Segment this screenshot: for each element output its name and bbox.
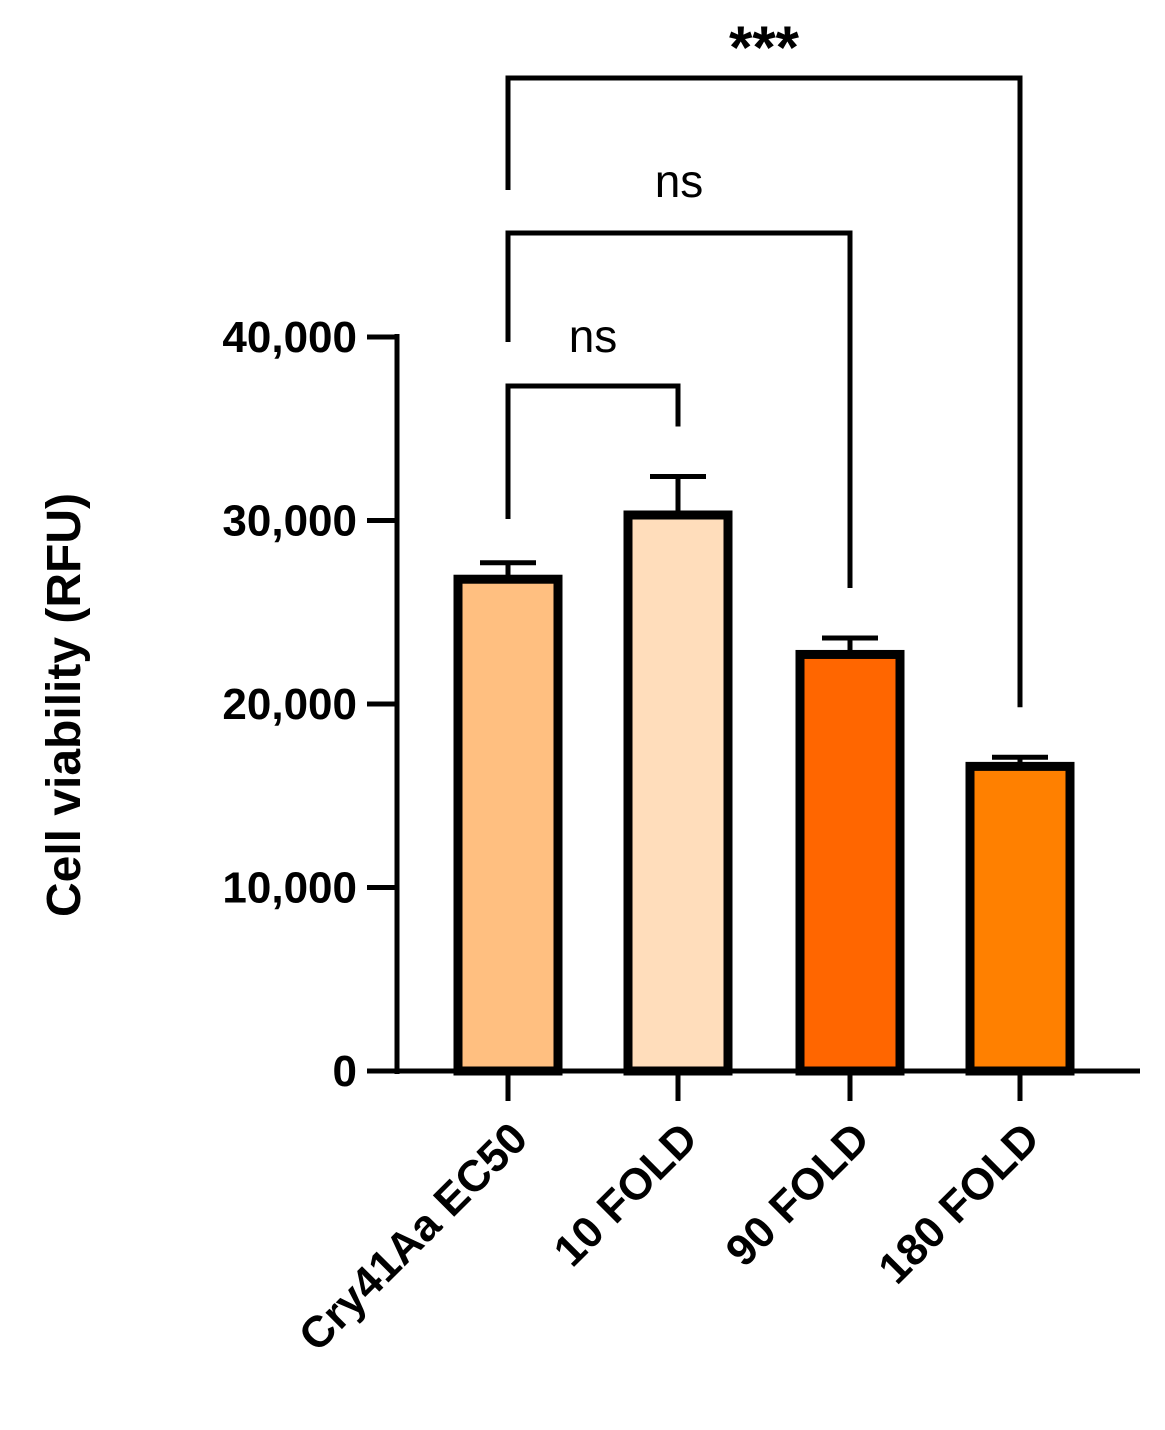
error-bars-group <box>480 473 1048 767</box>
bar <box>795 649 905 1076</box>
y-axis: 0 10,000 20,000 30,000 40,000 <box>222 313 400 1096</box>
y-tick-label: 0 <box>333 1047 357 1096</box>
category-label: Cry41Aa EC50 <box>290 1113 537 1360</box>
significance-label: ns <box>569 310 618 362</box>
bar <box>965 761 1075 1076</box>
significance-label: ns <box>655 155 704 207</box>
bars-group <box>453 510 1075 1076</box>
category-label: 10 FOLD <box>544 1113 707 1276</box>
y-tick-label: 30,000 <box>222 497 357 546</box>
bar <box>623 510 733 1076</box>
y-axis-title: Cell viability (RFU) <box>38 493 91 917</box>
category-label: 180 FOLD <box>869 1113 1049 1293</box>
significance-label: *** <box>729 14 800 81</box>
y-tick-label: 10,000 <box>222 864 357 913</box>
category-label: 90 FOLD <box>716 1113 879 1276</box>
bar <box>453 574 563 1076</box>
significance-bracket <box>505 383 681 519</box>
significance-brackets: ns ns *** <box>505 14 1023 708</box>
significance-bracket <box>505 75 1023 708</box>
significance-bracket <box>505 230 853 588</box>
y-tick-label: 40,000 <box>222 313 357 362</box>
y-tick-label: 20,000 <box>222 680 357 729</box>
